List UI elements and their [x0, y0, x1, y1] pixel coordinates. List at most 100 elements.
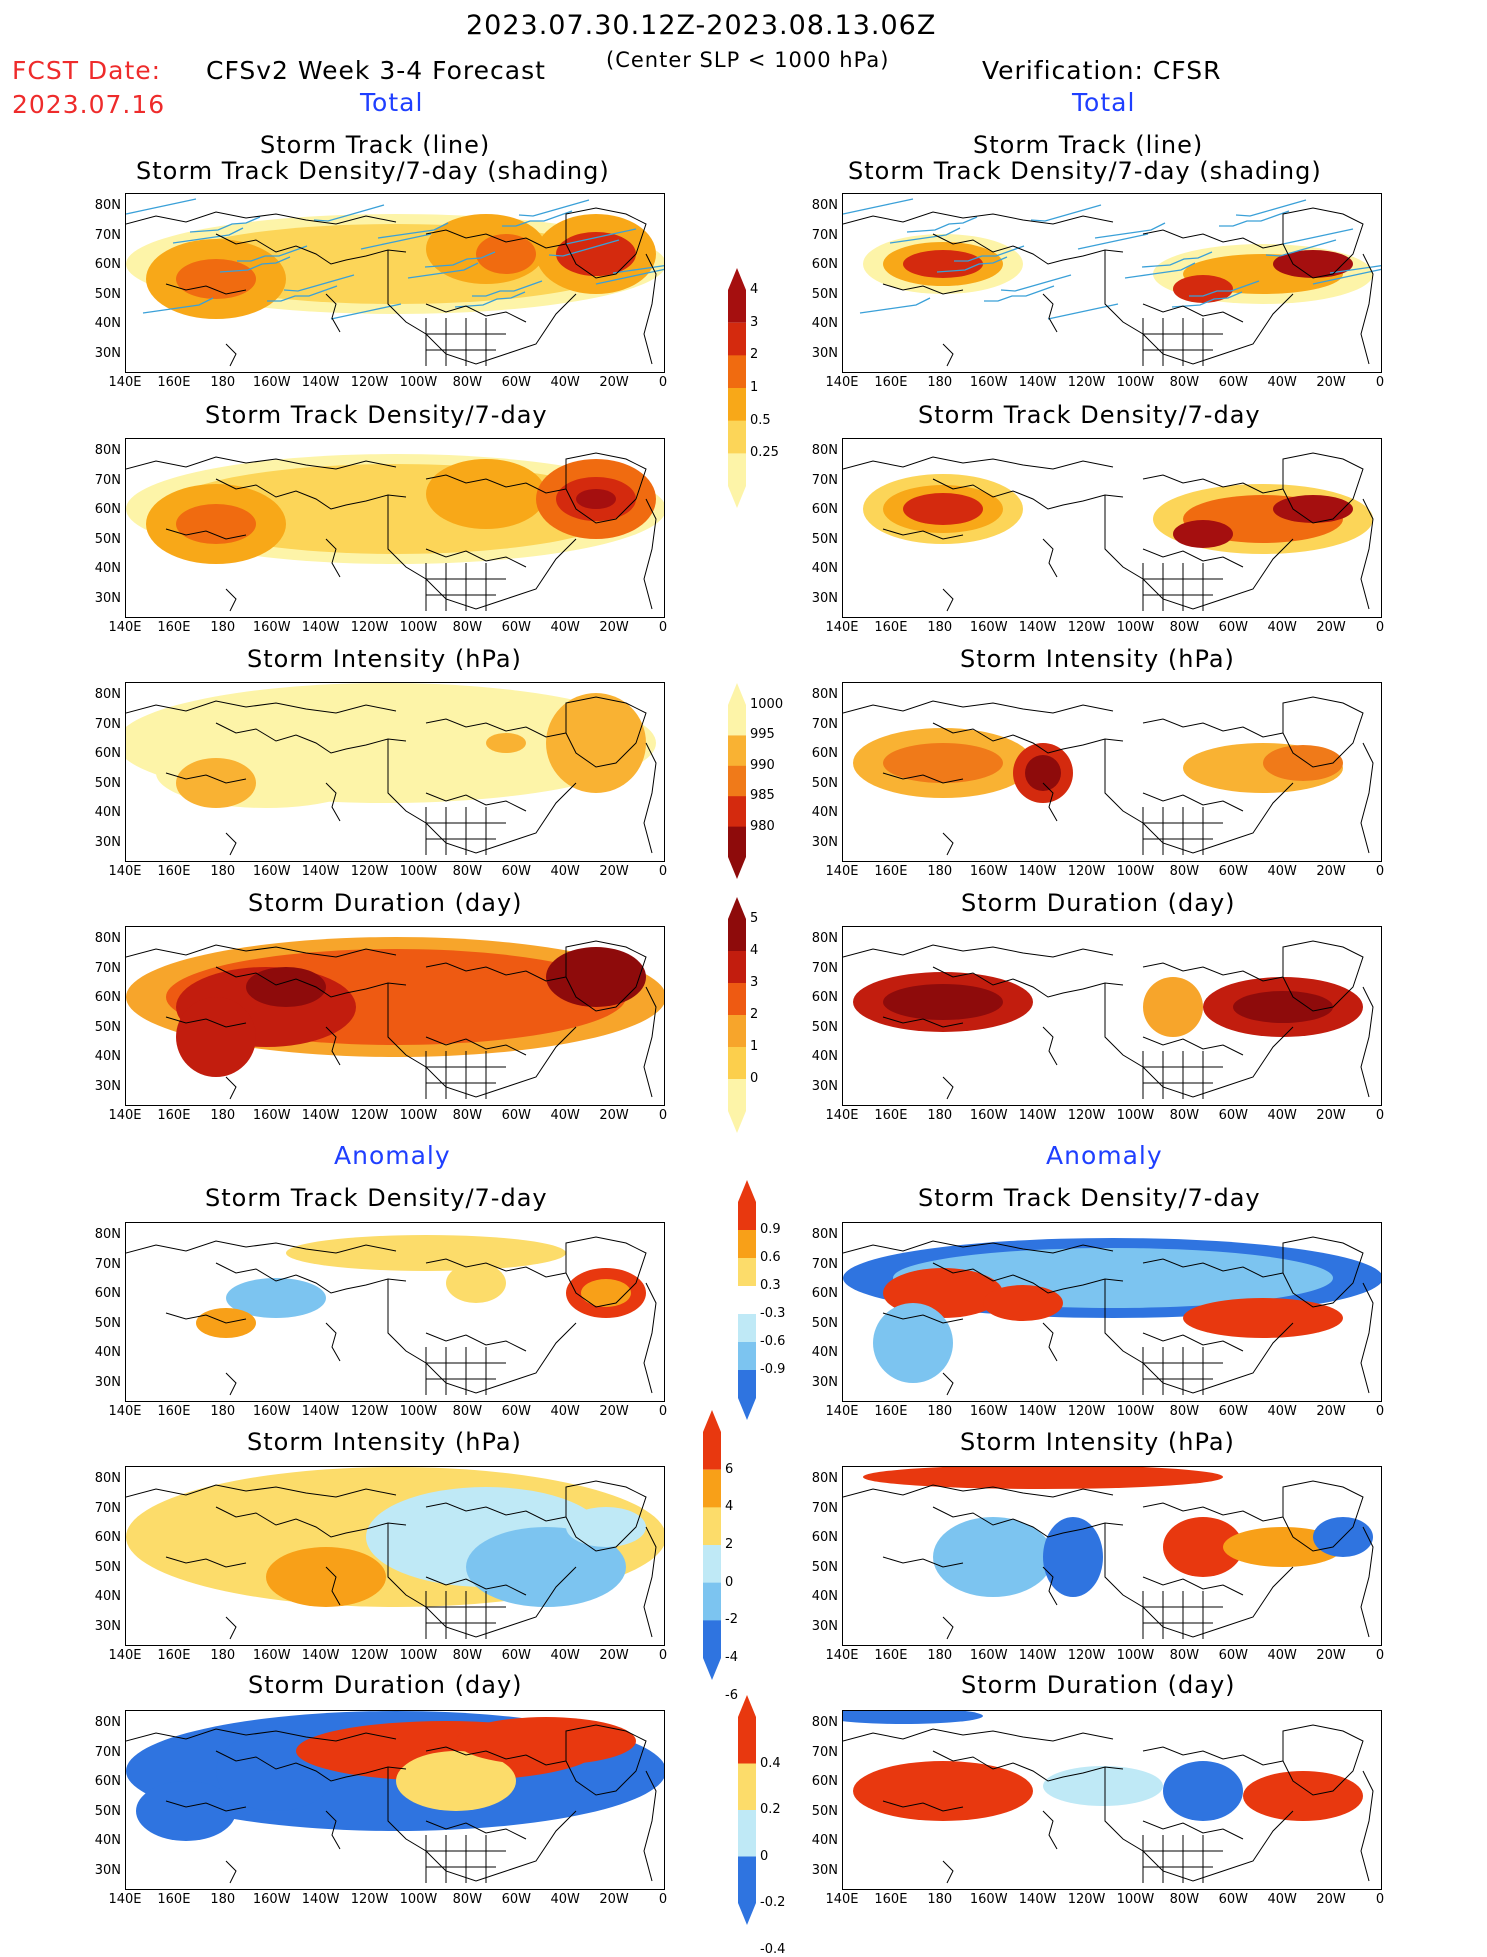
- colorbar-label: 1: [750, 380, 759, 395]
- lon-label: 20W: [599, 1404, 629, 1419]
- lat-label: 40N: [94, 1345, 121, 1360]
- lon-label: 40W: [550, 864, 580, 879]
- colorbar-label: 4: [725, 1499, 734, 1515]
- coastline: [425, 1332, 527, 1352]
- total-right-label: Total: [1072, 88, 1136, 117]
- coastline: [843, 1484, 1114, 1498]
- coastline: [165, 772, 247, 784]
- lon-label: 0: [658, 1404, 668, 1419]
- lon-label: 180: [210, 864, 236, 879]
- storm-track-line: [612, 265, 664, 274]
- coastline: [325, 1810, 341, 1850]
- coastline: [565, 452, 647, 524]
- coastline: [387, 739, 577, 854]
- panel-title-anom-intensity-right: Storm Intensity (hPa): [960, 1428, 1235, 1456]
- coastline: [215, 966, 407, 998]
- map-intensity-forecast: [125, 682, 665, 862]
- colorbar-density: [728, 268, 746, 508]
- colorbar-label: 980: [750, 818, 775, 834]
- storm-track-line: [237, 245, 308, 262]
- lon-label: 140E: [825, 1648, 859, 1663]
- verification-title: Verification: CFSR: [982, 56, 1222, 85]
- coastline: [225, 832, 237, 856]
- coastline: [325, 1026, 341, 1066]
- shading-region: [396, 1751, 516, 1811]
- lon-label: 160E: [157, 1648, 191, 1663]
- storm-track-line: [1124, 262, 1196, 279]
- lat-label: 50N: [94, 1315, 121, 1331]
- storm-track-line: [172, 227, 244, 244]
- lat-label: 50N: [94, 1559, 121, 1575]
- lat-label: 70N: [811, 1744, 838, 1760]
- lat-label: 60N: [811, 990, 838, 1005]
- coastline: [932, 1750, 1124, 1782]
- storm-track-line: [126, 198, 197, 215]
- colorbar-label: 3: [750, 314, 759, 330]
- lon-label: 100W: [399, 1404, 438, 1419]
- lon-label: 100W: [1116, 375, 1155, 390]
- coastline: [843, 1728, 1114, 1742]
- coastline: [126, 1728, 397, 1742]
- coastline: [1282, 696, 1364, 768]
- lon-label: 60W: [1218, 1892, 1248, 1907]
- panel-title-duration-left: Storm Duration (day): [248, 889, 523, 917]
- coastline: [932, 722, 1124, 754]
- lon-label: 180: [210, 620, 236, 635]
- lon-label: 100W: [399, 620, 438, 635]
- colorbar-swatch: [728, 983, 746, 1016]
- lon-label: 80W: [452, 1404, 483, 1419]
- lat-label: 30N: [94, 1862, 121, 1878]
- map-track-forecast-svg: [126, 198, 664, 367]
- shading-region: [1183, 1298, 1343, 1338]
- lon-label: 120W: [350, 1108, 389, 1123]
- lon-label: 40W: [550, 620, 580, 635]
- lat-label: 40N: [94, 1833, 121, 1848]
- coastline: [1042, 293, 1058, 333]
- lon-label: 160E: [874, 1648, 908, 1663]
- coastline: [882, 528, 964, 540]
- storm-track-line: [1219, 210, 1290, 227]
- lon-label: 140W: [301, 1108, 340, 1123]
- lon-label: 160E: [874, 620, 908, 635]
- shading-region: [286, 1235, 566, 1271]
- lat-label: 60N: [811, 1530, 838, 1545]
- coastline: [165, 1016, 247, 1028]
- storm-track-line: [189, 216, 261, 233]
- map-duration-verification: [842, 926, 1382, 1106]
- lat-label: 40N: [94, 316, 121, 331]
- coastline: [1042, 1810, 1058, 1850]
- lon-label: 120W: [350, 620, 389, 635]
- coastline: [1360, 1770, 1374, 1882]
- lat-label: 60N: [94, 1286, 121, 1301]
- colorbar-anom-duration: [738, 1695, 756, 1925]
- colorbar-swatch: [728, 1015, 746, 1048]
- lat-label: 80N: [94, 198, 121, 213]
- lon-label: 80W: [1169, 375, 1200, 390]
- coastline: [1142, 229, 1284, 249]
- coastline: [1142, 1820, 1244, 1840]
- lat-label: 40N: [811, 316, 838, 331]
- coastline: [126, 1240, 397, 1254]
- lon-label: 120W: [1067, 375, 1106, 390]
- lon-label: 120W: [350, 1404, 389, 1419]
- coastline: [942, 1076, 954, 1100]
- lon-label: 180: [210, 1108, 236, 1123]
- lon-label: 160W: [252, 375, 291, 390]
- storm-track-line: [1047, 303, 1119, 320]
- coastline: [425, 1258, 567, 1278]
- lon-label: 100W: [1116, 620, 1155, 635]
- colorbar-swatch: [738, 1856, 756, 1925]
- lon-label: 120W: [350, 1648, 389, 1663]
- lat-label: 80N: [94, 1471, 121, 1486]
- coastline: [165, 1800, 247, 1812]
- shading-region: [1163, 1517, 1243, 1577]
- shading-region: [456, 1717, 636, 1765]
- lat-label: 80N: [811, 443, 838, 458]
- lon-label: 140W: [1018, 375, 1057, 390]
- storm-track-line: [219, 256, 291, 273]
- coastline: [643, 253, 657, 365]
- coastline: [1042, 1566, 1058, 1606]
- coastline: [387, 1523, 577, 1638]
- lon-label: 40W: [550, 1892, 580, 1907]
- lat-label: 30N: [811, 1078, 838, 1094]
